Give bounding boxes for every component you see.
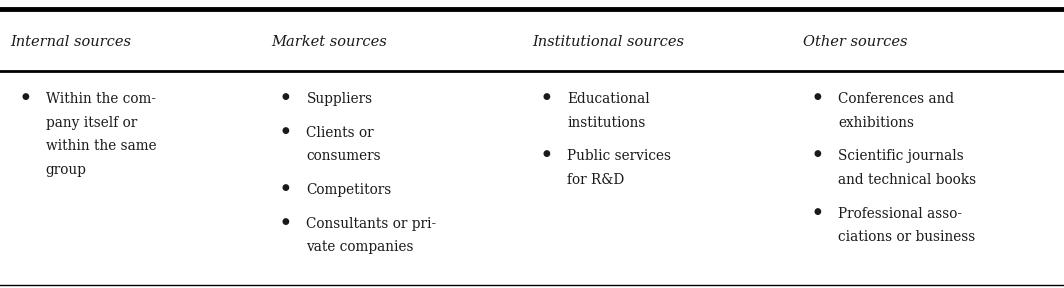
Text: Within the com-: Within the com- [46,92,155,106]
Text: Institutional sources: Institutional sources [532,35,684,49]
Text: ●: ● [543,149,550,158]
Text: consumers: consumers [306,149,381,164]
Text: exhibitions: exhibitions [838,116,914,130]
Text: pany itself or: pany itself or [46,116,137,130]
Text: and technical books: and technical books [838,173,977,187]
Text: Internal sources: Internal sources [11,35,132,49]
Text: ●: ● [282,126,289,135]
Text: ●: ● [282,183,289,192]
Text: institutions: institutions [567,116,646,130]
Text: within the same: within the same [46,139,156,154]
Text: for R&D: for R&D [567,173,625,187]
Text: Professional asso-: Professional asso- [838,207,963,221]
Text: Other sources: Other sources [803,35,908,49]
Text: Educational: Educational [567,92,650,106]
Text: ●: ● [282,92,289,101]
Text: Competitors: Competitors [306,183,392,197]
Text: Market sources: Market sources [271,35,387,49]
Text: Conferences and: Conferences and [838,92,954,106]
Text: ●: ● [814,207,821,216]
Text: ●: ● [543,92,550,101]
Text: Suppliers: Suppliers [306,92,372,106]
Text: group: group [46,163,86,177]
Text: Clients or: Clients or [306,126,375,140]
Text: ●: ● [282,217,289,226]
Text: ●: ● [814,149,821,158]
Text: ●: ● [21,92,29,101]
Text: ciations or business: ciations or business [838,230,976,245]
Text: Scientific journals: Scientific journals [838,149,964,164]
Text: vate companies: vate companies [306,240,414,255]
Text: Consultants or pri-: Consultants or pri- [306,217,436,231]
Text: ●: ● [814,92,821,101]
Text: Public services: Public services [567,149,671,164]
